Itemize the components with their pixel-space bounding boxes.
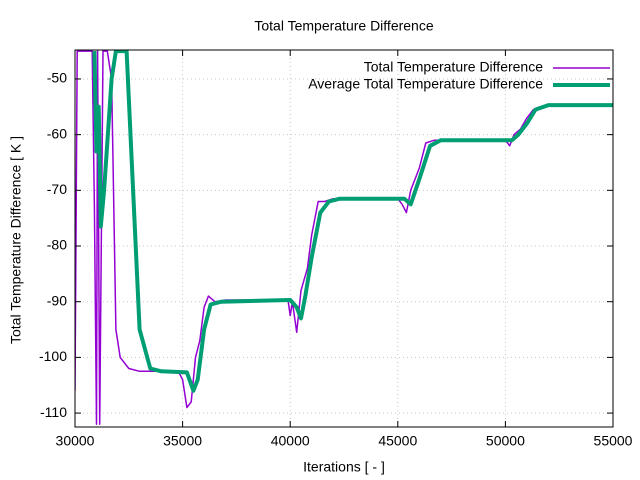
x-tick-label: 40000 (271, 433, 310, 449)
y-tick-label: -110 (40, 404, 67, 420)
y-tick-label: -60 (47, 125, 67, 141)
legend-label: Average Total Temperature Difference (308, 76, 543, 92)
x-tick-label: 35000 (163, 433, 202, 449)
y-tick-label: -80 (47, 237, 67, 253)
y-tick-label: -70 (47, 181, 67, 197)
plot-lines (75, 50, 613, 425)
x-axis-label: Iterations [ - ] (303, 459, 385, 475)
x-tick-label: 50000 (486, 433, 525, 449)
y-tick-label: -100 (39, 348, 67, 364)
series-line (92, 50, 613, 393)
x-tick-label: 55000 (594, 433, 633, 449)
x-tick-label: 45000 (378, 433, 417, 449)
y-tick-label: -50 (47, 70, 67, 86)
chart-title: Total Temperature Difference (254, 18, 433, 34)
plot-frame (74, 49, 614, 428)
y-axis-label: Total Temperature Difference [ K ] (8, 136, 24, 344)
y-tick-label: -90 (47, 292, 67, 308)
legend-label: Total Temperature Difference (364, 59, 543, 75)
x-tick-label: 30000 (56, 433, 95, 449)
